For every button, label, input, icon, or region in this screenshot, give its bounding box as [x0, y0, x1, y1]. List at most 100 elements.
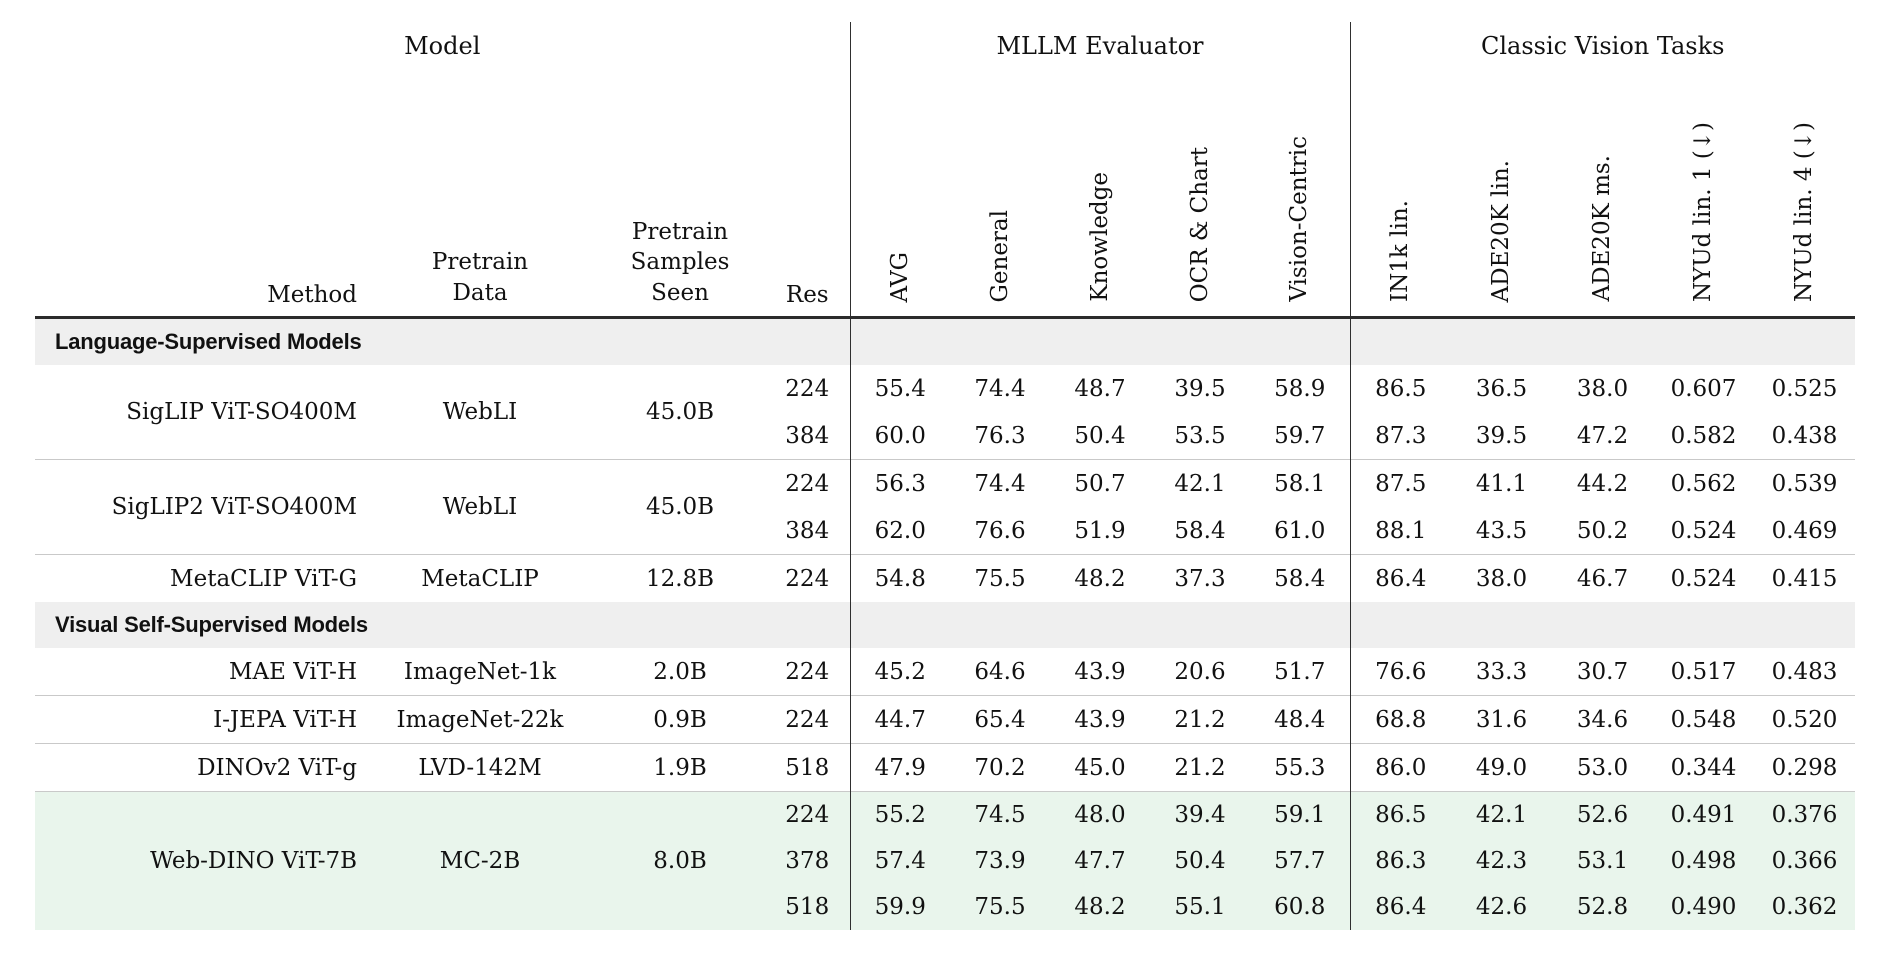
metric-cell: 37.3 [1150, 554, 1250, 602]
metric-cell: 46.7 [1552, 554, 1653, 602]
samples-cell: 0.9B [595, 695, 765, 744]
metric-cell: 54.8 [849, 554, 950, 602]
metric-cell: 0.298 [1754, 743, 1855, 792]
metric-cell: 53.1 [1552, 838, 1653, 884]
metric-cell: 43.9 [1050, 695, 1150, 744]
metric-cell: 0.415 [1754, 554, 1855, 602]
res-cell: 224 [765, 554, 850, 602]
metric-cell: 59.9 [849, 884, 950, 930]
section-spacer [849, 317, 1350, 365]
pretrain-data-cell: ImageNet-1k [403, 658, 557, 685]
metric-cell: 48.4 [1250, 695, 1350, 744]
metric-cell: 53.5 [1174, 422, 1226, 449]
method-cell: SigLIP ViT-SO400M [126, 399, 357, 425]
metric-cell: 59.7 [1274, 422, 1326, 449]
col-header-ade20k-ms: ADE20K ms. [1552, 70, 1653, 319]
pretrain-data-cell: MetaCLIP [365, 554, 595, 602]
metric-cell: 48.0 [1050, 791, 1150, 838]
section-spacer [1349, 602, 1855, 648]
table-row-highlighted: Web-DINO ViT-7B MC-2B 8.0B 224 55.2 74.5… [35, 791, 1855, 930]
col-header-ocr-chart-label: OCR & Chart [1186, 146, 1213, 302]
metric-cell: 61.0 [1274, 517, 1326, 544]
metric-cell: 44.7 [849, 695, 950, 744]
section-row-visual-self-supervised: Visual Self-Supervised Models [35, 602, 1855, 648]
col-header-ocr-chart: OCR & Chart [1150, 70, 1250, 319]
metric-cell: 48.2 [1050, 554, 1150, 602]
col-header-knowledge: Knowledge [1050, 70, 1150, 319]
metric-cell: 87.3 [1349, 412, 1451, 460]
col-header-res: Res [765, 70, 850, 319]
metric-cell: 55.3 [1250, 743, 1350, 792]
table-row-highlighted: 378 57.4 73.9 47.7 50.4 57.7 86.3 42.3 5… [35, 838, 1855, 884]
metric-cell: 60.8 [1250, 884, 1350, 930]
metric-cell: 53.0 [1552, 743, 1653, 792]
metric-cell: 58.4 [1250, 554, 1350, 602]
metric-cell: 51.9 [1074, 517, 1126, 544]
metric-cell: 39.5 [1174, 375, 1226, 402]
metric-cell: 0.483 [1771, 658, 1838, 685]
metric-cell: 44.2 [1552, 459, 1653, 507]
metric-cell: 42.3 [1451, 838, 1552, 884]
pretrain-data-cell: ImageNet-22k [365, 695, 595, 744]
metric-cell: 58.1 [1250, 459, 1350, 507]
metric-cell: 86.4 [1349, 554, 1451, 602]
metric-cell: 56.3 [849, 459, 950, 507]
metric-cell: 86.3 [1349, 838, 1451, 884]
metric-cell: 76.6 [1349, 648, 1451, 696]
metric-cell: 51.7 [1274, 658, 1326, 685]
col-header-vision-centric: Vision-Centric [1250, 70, 1350, 319]
samples-cell: 45.0B [645, 399, 715, 425]
metric-cell: 0.525 [1771, 375, 1838, 402]
metric-cell: 50.4 [1074, 422, 1126, 449]
table-row: DINOv2 ViT-g LVD-142M 1.9B 518 47.9 70.2… [35, 743, 1855, 792]
metric-cell: 0.498 [1653, 838, 1754, 884]
metric-cell: 0.517 [1670, 658, 1737, 685]
metric-cell: 0.582 [1670, 422, 1737, 449]
metric-cell: 58.9 [1274, 375, 1326, 402]
metric-cell: 57.7 [1250, 838, 1350, 884]
metric-cell: 52.8 [1552, 884, 1653, 930]
results-table: Model MLLM Evaluator Classic Vision Task… [35, 22, 1855, 930]
metric-cell: 43.9 [1074, 658, 1126, 685]
table-row: I-JEPA ViT-H ImageNet-22k 0.9B 224 44.7 … [35, 695, 1855, 744]
col-header-ade20k-lin-label: ADE20K lin. [1488, 159, 1514, 302]
pretrain-data-cell: MC-2B [365, 791, 595, 930]
col-header-in1k-lin: IN1k lin. [1349, 70, 1451, 319]
col-header-samples-line2: Samples [630, 249, 730, 276]
group-header-mllm-evaluator: MLLM Evaluator [849, 22, 1350, 70]
section-spacer [1349, 317, 1855, 365]
metric-cell: 42.1 [1451, 791, 1552, 838]
col-header-method: Method [35, 70, 365, 319]
metric-cell: 57.4 [849, 838, 950, 884]
metric-cell: 86.5 [1349, 365, 1451, 412]
metric-cell: 58.4 [1174, 517, 1226, 544]
metric-cell: 0.524 [1653, 554, 1754, 602]
column-header-row: Method Pretrain Data Pretrain Samples Se… [35, 70, 1855, 319]
col-header-pretrain-data-line1: Pretrain [431, 249, 529, 276]
metric-cell: 30.7 [1576, 658, 1629, 685]
metric-cell: 48.7 [1074, 375, 1126, 402]
metric-cell: 52.6 [1552, 791, 1653, 838]
res-cell: 384 [785, 422, 830, 449]
method-cell: MAE ViT-H [228, 658, 357, 685]
metric-cell: 0.469 [1771, 517, 1838, 544]
metric-cell: 0.438 [1771, 422, 1838, 449]
col-header-avg: AVG [849, 70, 950, 319]
method-cell: MetaCLIP ViT-G [35, 554, 365, 602]
res-cell: 518 [765, 743, 850, 792]
col-header-samples-line3: Seen [651, 279, 709, 306]
pretrain-data-cell: WebLI [442, 399, 518, 425]
metric-cell: 0.548 [1653, 695, 1754, 744]
metric-cell: 31.6 [1451, 695, 1552, 744]
col-header-nyud-lin4: NYUd lin. 4 (↓) [1754, 70, 1855, 319]
metric-cell: 21.2 [1150, 743, 1250, 792]
pretrain-data-cell: LVD-142M [365, 743, 595, 792]
metric-cell: 64.6 [974, 658, 1026, 685]
method-cell: SigLIP2 ViT-SO400M [35, 459, 365, 555]
metric-cell: 21.2 [1150, 695, 1250, 744]
metric-cell: 39.4 [1150, 791, 1250, 838]
metric-cell: 0.539 [1754, 459, 1855, 507]
method-cell: DINOv2 ViT-g [35, 743, 365, 792]
metric-cell: 0.344 [1653, 743, 1754, 792]
